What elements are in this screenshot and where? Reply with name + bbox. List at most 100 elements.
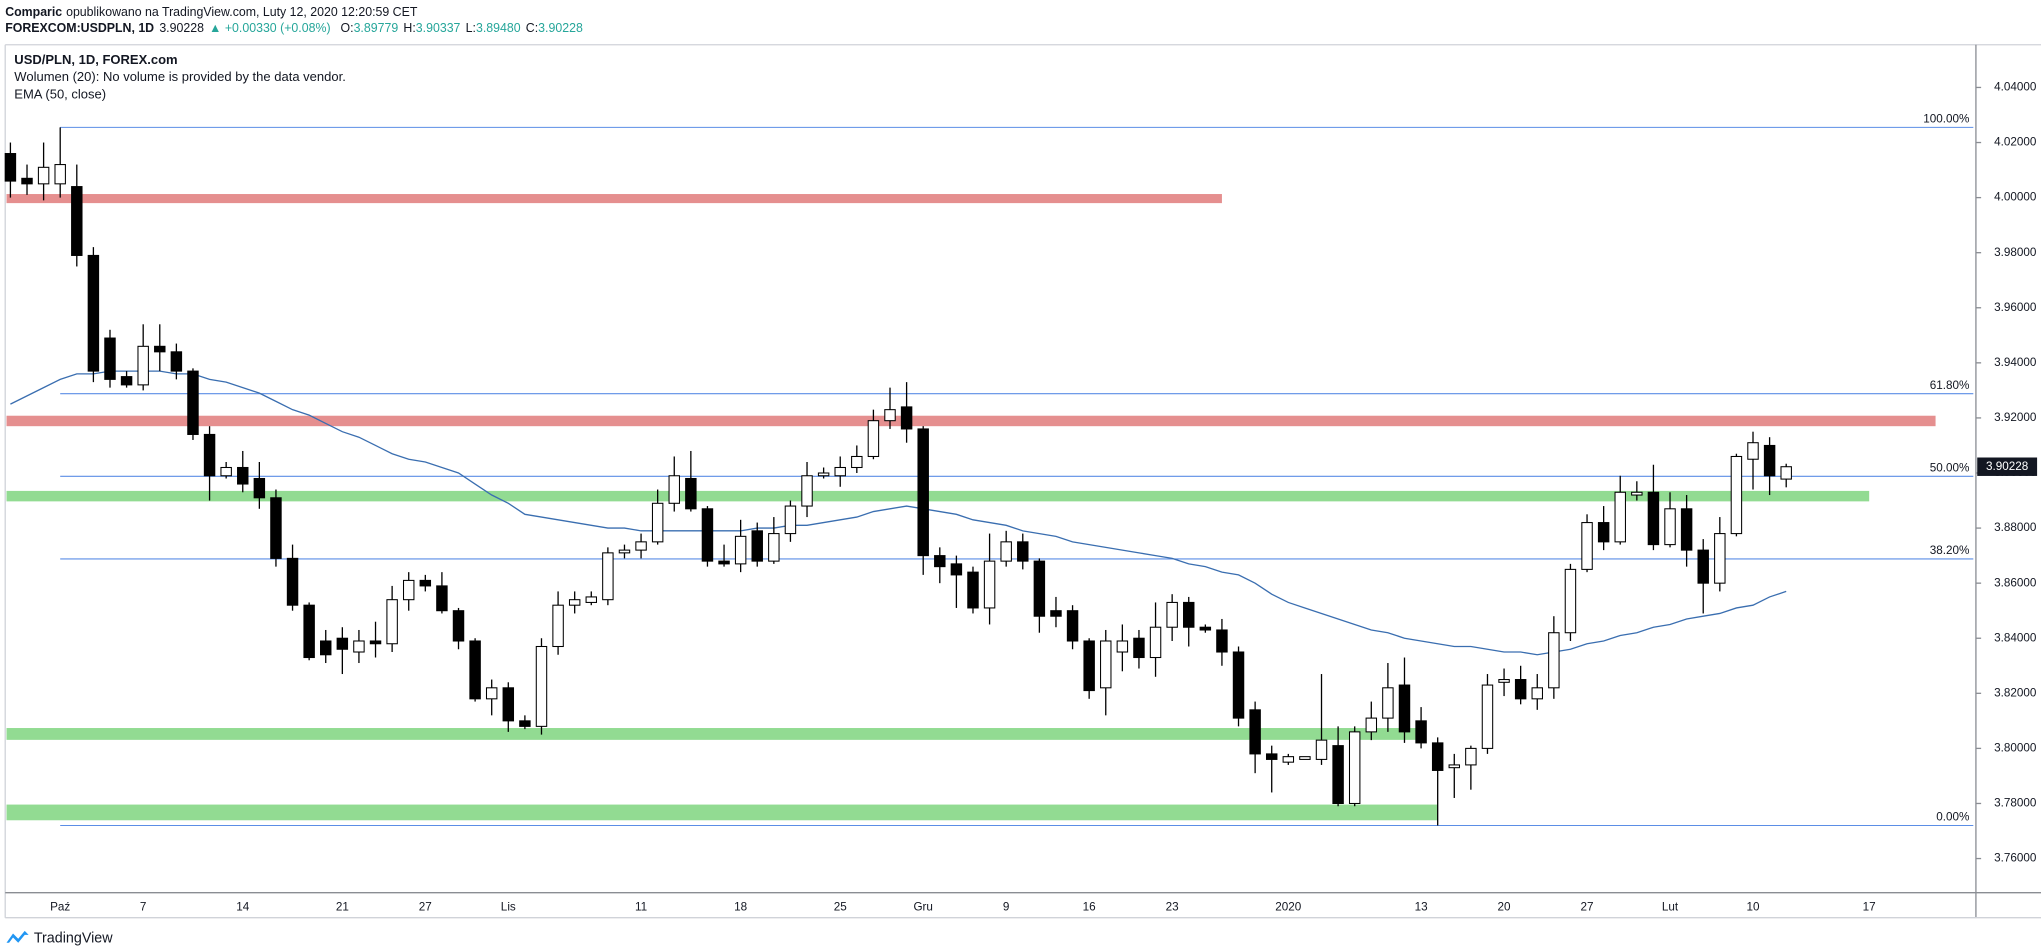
candle-body (1448, 764, 1461, 769)
candle-body (668, 475, 680, 504)
ohlc-value: 3.89480 (476, 21, 521, 35)
candle-body (87, 254, 100, 372)
candle-body (1100, 640, 1112, 689)
y-tick-label: 4.02000 (1994, 136, 2037, 149)
candle-body (535, 645, 548, 727)
candle-body (1332, 745, 1344, 804)
candle-body (784, 505, 797, 535)
symbol: FOREXCOM:USDPLN, 1D (5, 21, 154, 35)
candle-body (552, 604, 564, 648)
zone (6, 804, 1438, 821)
candle-body (768, 533, 780, 562)
y-tick-label: 3.82000 (1994, 686, 2037, 699)
footer-logo (6, 930, 29, 943)
logo-icon (6, 930, 29, 943)
candle-body (685, 477, 697, 510)
candle-body (436, 585, 448, 612)
candle-body (967, 571, 979, 609)
legend-volume-note: Wolumen (20): No volume is provided by t… (14, 69, 346, 84)
candle-body (1581, 522, 1593, 570)
ohlc-value: 3.89779 (354, 21, 399, 35)
x-tick-label: Gru (913, 900, 933, 913)
candle-body (303, 604, 315, 659)
candle-body (1299, 756, 1311, 760)
y-tick-label: 3.94000 (1994, 356, 2037, 369)
candle-body (1282, 756, 1295, 763)
header-line-2: FOREXCOM:USDPLN, 1D 3.90228 ▲ +0.00330 (+0… (5, 21, 583, 35)
candle-body (71, 186, 83, 256)
candle-body (851, 455, 863, 469)
zone (6, 415, 1936, 427)
candle-body (369, 640, 382, 645)
ohlc-label: O: (341, 21, 354, 35)
candle-body (170, 351, 183, 372)
y-tick-label: 3.88000 (1994, 521, 2037, 534)
candle-body (917, 428, 929, 557)
candle-body (154, 345, 166, 353)
y-tick-label: 3.78000 (1994, 797, 2037, 810)
candle-body (1415, 720, 1427, 744)
candle-body (1133, 637, 1145, 659)
x-tick-label: 18 (734, 900, 747, 913)
candle-body (751, 530, 763, 562)
candle-body (54, 164, 66, 185)
candle-body (1315, 739, 1328, 760)
candle-body (1166, 601, 1178, 628)
y-tick-label: 3.86000 (1994, 576, 2037, 589)
x-tick-label: 21 (336, 900, 349, 913)
candle-body (1183, 601, 1195, 628)
x-tick-label: 13 (1415, 900, 1428, 913)
candle-body (950, 563, 963, 576)
y-tick-label: 3.76000 (1994, 852, 2037, 865)
legend-ema: EMA (50, close) (14, 86, 106, 101)
candle-body (137, 345, 149, 386)
candle-body (1033, 560, 1046, 617)
fib-level-label: 38.20% (1930, 544, 1970, 557)
candle-body (502, 687, 515, 722)
x-tick-label: Lis (501, 900, 516, 913)
candle-body (1465, 747, 1477, 766)
y-tick-label: 3.84000 (1994, 631, 2037, 644)
candle-body (900, 406, 913, 430)
candle-body (1647, 491, 1660, 546)
x-tick-label: 25 (834, 900, 847, 913)
candle-body (1265, 753, 1278, 760)
candle-body (1382, 687, 1394, 719)
footer-brand: TradingView (34, 931, 113, 947)
y-tick-label: 3.80000 (1994, 741, 2037, 754)
ohlc-label: L: (466, 21, 476, 35)
candle-body (270, 497, 282, 559)
ema-line (10, 370, 1787, 656)
candle-body (884, 409, 896, 422)
fib-level-label: 100.00% (1923, 113, 1970, 126)
x-tick-label: 16 (1083, 900, 1096, 913)
candle-body (834, 466, 846, 477)
plot-area: 100.00% 61.80% 50.00% 38.20% 0.00% (4, 113, 1974, 827)
candle-body (983, 560, 996, 609)
candle-body (1431, 742, 1444, 771)
y-tick-label: 3.96000 (1994, 301, 2037, 314)
candle-body (1680, 508, 1693, 551)
candle-body (1564, 568, 1577, 634)
candle-body (1249, 709, 1261, 755)
candle-body (1498, 679, 1510, 683)
candle-body (452, 610, 465, 642)
candle-body (220, 466, 232, 477)
ohlc-value: 3.90337 (416, 21, 461, 35)
y-tick-label: 4.04000 (1994, 81, 2037, 94)
candle-body (336, 637, 349, 650)
candle-body (801, 475, 813, 507)
fib-level-label: 50.00% (1930, 461, 1970, 474)
y-tick-label: 3.98000 (1994, 246, 2037, 259)
candle-body (867, 420, 880, 458)
x-tick-label: 27 (419, 900, 432, 913)
candle-body (519, 720, 531, 727)
candle-body (1730, 455, 1743, 535)
y-tick-label: 4.00000 (1994, 191, 2037, 204)
x-tick-label: 7 (140, 900, 147, 913)
x-tick-label: 23 (1166, 900, 1179, 913)
candle-body (1597, 522, 1610, 543)
ohlc-value: 3.90228 (538, 21, 583, 35)
x-tick-label: 27 (1581, 900, 1594, 913)
candle-body (585, 596, 598, 603)
